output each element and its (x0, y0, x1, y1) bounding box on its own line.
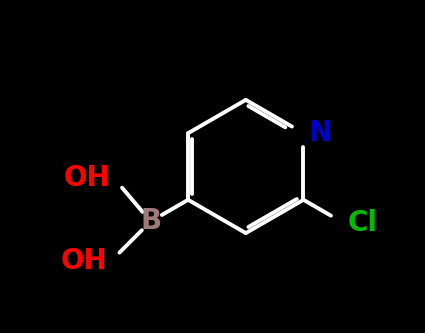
Text: N: N (309, 119, 332, 147)
Text: Cl: Cl (347, 209, 377, 237)
Text: OH: OH (61, 247, 108, 275)
Text: OH: OH (64, 164, 110, 192)
Text: B: B (140, 207, 161, 235)
